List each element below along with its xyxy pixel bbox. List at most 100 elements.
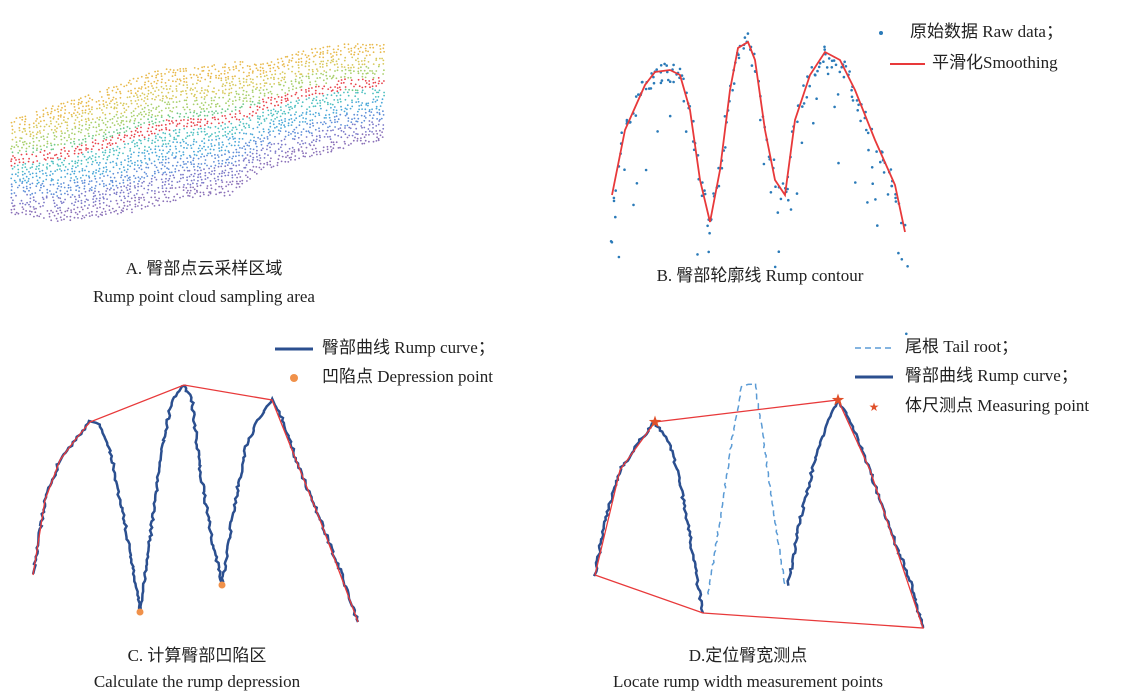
- cloud-point: [236, 181, 238, 183]
- cloud-point: [67, 194, 69, 196]
- cloud-point: [234, 61, 236, 63]
- cloud-point: [134, 146, 136, 148]
- cloud-point: [253, 166, 255, 168]
- cloud-point: [166, 152, 168, 154]
- cloud-point: [147, 185, 149, 187]
- cloud-point: [241, 129, 243, 131]
- cloud-point: [58, 123, 60, 125]
- cloud-point: [86, 159, 88, 161]
- cloud-point: [175, 72, 177, 74]
- cloud-point: [151, 120, 153, 122]
- cloud-point: [56, 121, 58, 123]
- cloud-point: [233, 69, 235, 71]
- cloud-point: [10, 160, 12, 162]
- raw-point: [894, 197, 897, 200]
- cloud-point: [269, 164, 271, 166]
- cloud-point: [70, 209, 72, 211]
- cloud-point: [201, 179, 203, 181]
- cloud-point: [143, 197, 145, 199]
- cloud-point: [347, 137, 349, 139]
- cloud-point: [140, 131, 142, 133]
- cloud-point: [238, 78, 240, 80]
- cloud-point: [175, 81, 177, 83]
- cloud-point: [178, 135, 180, 137]
- cloud-point: [322, 93, 324, 95]
- raw-point: [839, 71, 842, 74]
- cloud-point: [271, 74, 273, 76]
- cloud-point: [380, 134, 382, 136]
- cloud-point: [331, 122, 333, 124]
- cloud-point: [57, 108, 59, 110]
- cloud-point: [144, 172, 146, 174]
- cloud-point: [154, 205, 156, 207]
- cloud-point: [92, 118, 94, 120]
- cloud-point: [138, 202, 140, 204]
- cloud-point: [211, 145, 213, 147]
- cloud-point: [338, 58, 340, 60]
- cloud-point: [108, 131, 110, 133]
- cloud-point: [26, 194, 28, 196]
- cloud-point: [11, 183, 13, 185]
- cloud-point: [138, 106, 140, 108]
- cloud-point: [286, 56, 288, 58]
- cloud-point: [110, 126, 112, 128]
- cloud-point: [148, 124, 150, 126]
- cloud-point: [109, 103, 111, 105]
- cloud-point: [227, 78, 229, 80]
- cloud-point: [155, 118, 157, 120]
- cloud-point: [273, 121, 275, 123]
- legend-label: 臀部曲线 Rump curve；: [905, 366, 1078, 385]
- cloud-point: [228, 172, 230, 174]
- cloud-point: [185, 163, 187, 165]
- cloud-point: [229, 83, 231, 85]
- cloud-point: [35, 120, 37, 122]
- cloud-point: [64, 211, 66, 213]
- cloud-point: [337, 66, 339, 68]
- cloud-point: [113, 131, 115, 133]
- cloud-point: [357, 98, 359, 100]
- cloud-point: [84, 201, 86, 203]
- cloud-point: [327, 88, 329, 90]
- cloud-point: [99, 200, 101, 202]
- cloud-point: [61, 149, 63, 151]
- cloud-point: [138, 152, 140, 154]
- cloud-point: [75, 119, 77, 121]
- cloud-point: [305, 130, 307, 132]
- cloud-point: [185, 137, 187, 139]
- cloud-point: [43, 113, 45, 115]
- raw-point: [632, 204, 635, 207]
- cloud-point: [204, 172, 206, 174]
- cloud-point: [74, 196, 76, 198]
- cloud-point: [347, 120, 349, 122]
- cloud-point: [79, 211, 81, 213]
- cloud-point: [99, 104, 101, 106]
- cloud-point: [235, 149, 237, 151]
- cloud-point: [14, 180, 16, 182]
- cloud-point: [176, 101, 178, 103]
- cloud-point: [151, 163, 153, 165]
- cloud-point: [161, 81, 163, 83]
- cloud-point: [318, 127, 320, 129]
- cloud-point: [157, 115, 159, 117]
- cloud-point: [150, 83, 152, 85]
- cloud-point: [206, 108, 208, 110]
- cloud-point: [78, 194, 80, 196]
- cloud-point: [119, 91, 121, 93]
- cloud-point: [337, 135, 339, 137]
- cloud-point: [235, 65, 237, 67]
- cloud-point: [138, 135, 140, 137]
- cloud-point: [146, 175, 148, 177]
- cloud-point: [103, 175, 105, 177]
- cloud-point: [199, 167, 201, 169]
- cloud-point: [221, 154, 223, 156]
- cloud-point: [234, 145, 236, 147]
- cloud-point: [214, 154, 216, 156]
- cloud-point: [79, 196, 81, 198]
- cloud-point: [378, 96, 380, 98]
- cloud-point: [19, 161, 21, 163]
- cloud-point: [347, 104, 349, 106]
- cloud-point: [290, 133, 292, 135]
- raw-point: [857, 104, 860, 107]
- cloud-point: [101, 212, 103, 214]
- cloud-point: [280, 146, 282, 148]
